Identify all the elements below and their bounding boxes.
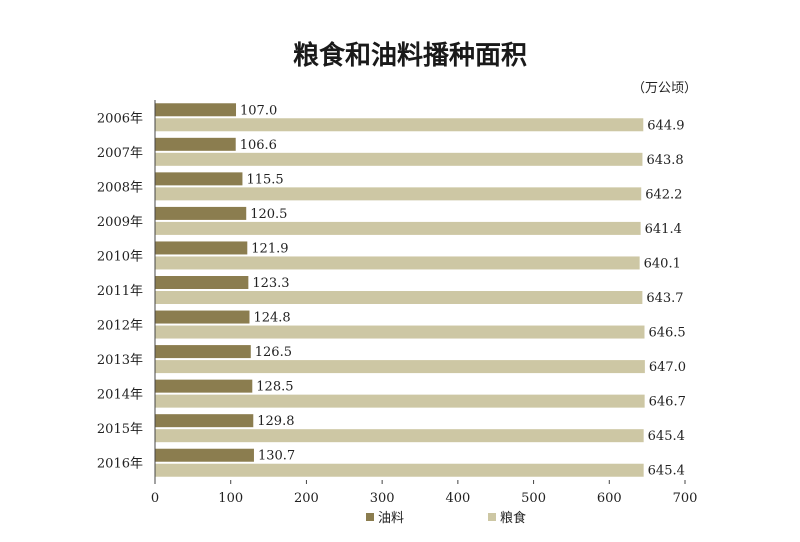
bars-layer: [155, 103, 645, 477]
value-label: 640.1: [644, 256, 681, 271]
value-label: 121.9: [251, 241, 288, 256]
bar-grain: [155, 291, 643, 304]
unit-label: （万公顷）: [632, 81, 697, 96]
value-label: 120.5: [250, 207, 287, 222]
value-label: 107.0: [240, 103, 277, 118]
bar-grain: [155, 256, 640, 270]
value-label: 128.5: [256, 380, 293, 395]
x-tick-label: 400: [445, 491, 470, 506]
bar-grain: [155, 325, 645, 339]
bar-oil: [155, 414, 254, 428]
value-label: 115.5: [246, 172, 283, 187]
bar-oil: [155, 172, 243, 186]
bar-grain: [155, 429, 644, 443]
bar-grain: [155, 394, 645, 408]
value-label: 647.0: [649, 360, 686, 375]
value-label: 645.4: [648, 429, 685, 444]
bar-oil: [155, 379, 253, 393]
value-label: 645.4: [648, 464, 685, 479]
x-tick-label: 600: [597, 491, 622, 506]
value-label: 129.8: [257, 414, 294, 429]
bar-grain: [155, 118, 644, 132]
category-label: 2014年: [97, 388, 143, 403]
value-label: 646.7: [649, 395, 686, 410]
bar-grain: [155, 463, 644, 477]
value-label: 130.7: [258, 449, 295, 464]
bar-oil: [155, 206, 247, 220]
chart-title: 粮食和油料播种面积: [293, 40, 527, 71]
legend-swatch: [366, 513, 374, 521]
category-label: 2006年: [97, 111, 143, 126]
bar-grain: [155, 221, 641, 235]
legend-label: 油料: [378, 511, 404, 526]
value-label: 643.7: [646, 291, 683, 306]
legend: 油料 粮食: [366, 510, 526, 526]
category-label: 2016年: [97, 457, 143, 472]
value-label: 126.5: [255, 345, 292, 360]
value-label: 124.8: [253, 311, 290, 326]
bar-oil: [155, 310, 250, 324]
category-label: 2007年: [97, 146, 143, 161]
x-tick-label: 700: [673, 491, 698, 506]
category-label: 2012年: [97, 319, 143, 334]
legend-swatch: [488, 513, 496, 521]
category-label: 2010年: [97, 249, 143, 264]
value-label: 643.8: [646, 153, 683, 168]
legend-label: 粮食: [500, 510, 526, 526]
x-tick-label: 300: [370, 491, 395, 506]
bar-oil: [155, 103, 237, 117]
value-label: 106.6: [240, 138, 277, 153]
x-tick-label: 100: [218, 491, 243, 506]
x-tick-label: 0: [151, 491, 159, 506]
value-label: 642.2: [645, 187, 682, 202]
bar-grain: [155, 187, 642, 201]
bar-oil: [155, 276, 249, 289]
bar-oil: [155, 448, 254, 462]
value-label: 644.9: [647, 118, 684, 133]
category-label: 2015年: [97, 422, 143, 437]
value-label: 123.3: [252, 276, 289, 291]
value-label: 646.5: [648, 326, 685, 341]
category-label: 2009年: [97, 215, 143, 230]
bar-grain: [155, 360, 645, 374]
bar-grain: [155, 152, 643, 166]
bar-oil: [155, 345, 251, 359]
value-label: 641.4: [645, 222, 682, 237]
bar-oil: [155, 241, 248, 255]
labels-layer: 2006年 107.0 644.9 2007年 106.6 643.8 2008年 115.5…: [97, 103, 686, 478]
category-label: 2013年: [97, 353, 143, 368]
x-axis: 0 100 200 300 400 500 600 700: [151, 480, 698, 506]
bar-oil: [155, 137, 236, 151]
x-tick-label: 200: [294, 491, 319, 506]
category-label: 2011年: [97, 284, 143, 299]
x-tick-label: 500: [521, 491, 546, 506]
category-label: 2008年: [97, 180, 143, 195]
